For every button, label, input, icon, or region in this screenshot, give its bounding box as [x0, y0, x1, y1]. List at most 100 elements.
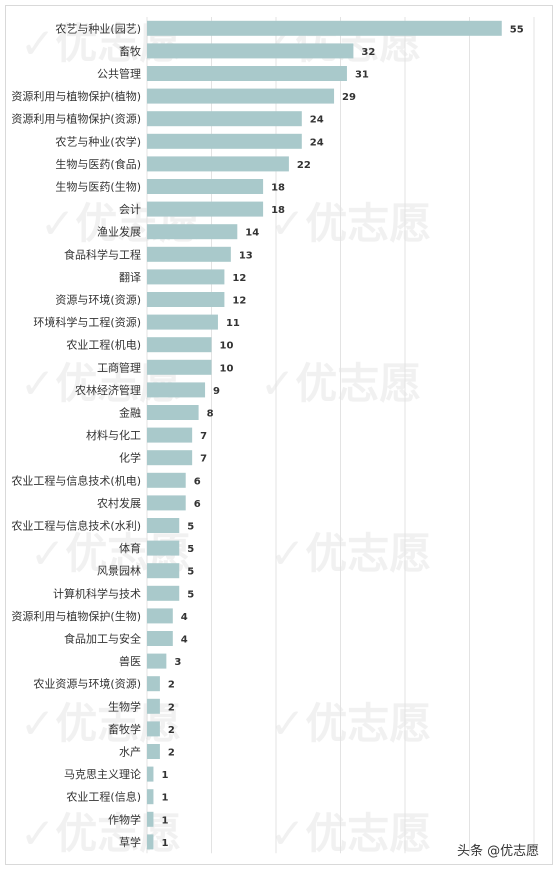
- value-label: 2: [168, 725, 175, 736]
- value-label: 2: [168, 702, 175, 713]
- value-label: 4: [181, 612, 188, 623]
- bar: [147, 66, 347, 81]
- value-label: 32: [361, 47, 375, 58]
- bar: [147, 585, 180, 601]
- category-label: 生物学: [108, 699, 141, 713]
- value-label: 1: [161, 838, 168, 849]
- category-label: 食品科学与工程: [64, 247, 141, 261]
- category-label: 畜牧: [119, 44, 141, 58]
- value-label: 2: [168, 680, 175, 691]
- value-label: 12: [232, 273, 246, 284]
- category-label: 资源与环境(资源): [55, 293, 141, 307]
- category-label: 水产: [119, 745, 141, 759]
- category-label: 农业工程与信息技术(水利): [11, 519, 141, 533]
- category-label: 金融: [119, 406, 141, 420]
- bar: [147, 811, 154, 827]
- value-label: 18: [271, 205, 285, 216]
- bar: [147, 472, 186, 488]
- category-label: 草学: [119, 835, 141, 849]
- category-label: 材料与化工: [86, 428, 141, 442]
- category-label: 畜牧学: [108, 722, 141, 736]
- value-label: 1: [161, 793, 168, 804]
- value-label: 5: [187, 589, 194, 600]
- category-label: 作物学: [108, 812, 141, 826]
- category-label: 生物与医药(食品): [55, 157, 141, 171]
- bar: [147, 88, 335, 104]
- bar: [147, 495, 186, 511]
- category-label: 风景园林: [97, 564, 141, 578]
- category-label: 农林经济管理: [75, 383, 141, 397]
- bars: [147, 20, 502, 850]
- bar: [147, 766, 154, 782]
- category-label: 农业资源与环境(资源): [33, 677, 141, 691]
- category-label: 农业工程与信息技术(机电): [11, 473, 141, 487]
- category-label: 公共管理: [97, 67, 141, 81]
- bar: [147, 608, 173, 624]
- value-label: 11: [226, 318, 240, 329]
- category-label: 环境科学与工程(资源): [33, 315, 141, 329]
- category-label: 农业工程(机电): [66, 338, 141, 352]
- value-label: 5: [187, 522, 194, 533]
- credit-text: 头条 @优志愿: [457, 844, 540, 859]
- category-label: 渔业发展: [97, 225, 141, 239]
- bar: [147, 744, 160, 759]
- value-label: 22: [297, 160, 311, 171]
- bar: [147, 201, 264, 217]
- value-label: 29: [342, 92, 356, 103]
- category-label: 食品加工与安全: [64, 632, 141, 646]
- category-label: 生物与医药(生物): [55, 180, 141, 194]
- bar: [147, 359, 212, 375]
- value-label: 4: [181, 635, 188, 646]
- value-label: 24: [310, 137, 324, 148]
- value-label: 7: [200, 431, 207, 442]
- bar: [147, 314, 218, 330]
- value-label: 6: [194, 499, 201, 510]
- value-label: 1: [161, 770, 168, 781]
- value-label: 5: [187, 544, 194, 555]
- bar: [147, 721, 160, 737]
- bar: [147, 20, 502, 36]
- value-label: 12: [232, 296, 246, 307]
- value-label: 3: [174, 657, 181, 668]
- value-label: 13: [239, 250, 253, 261]
- category-label: 翻译: [119, 270, 141, 284]
- bar: [147, 179, 264, 194]
- bar: [147, 382, 206, 398]
- category-label: 农艺与种业(农学): [55, 134, 141, 148]
- bar: [147, 518, 180, 533]
- value-label: 7: [200, 454, 207, 465]
- value-label: 31: [355, 70, 369, 81]
- category-label: 体育: [119, 541, 141, 555]
- value-label: 8: [207, 409, 214, 420]
- value-label: 14: [245, 228, 259, 239]
- bar: [147, 292, 225, 307]
- category-label: 工商管理: [97, 360, 141, 374]
- category-label: 资源利用与植物保护(资源): [11, 112, 141, 126]
- bar: [147, 246, 231, 262]
- bar: [147, 269, 225, 285]
- value-label: 18: [271, 183, 285, 194]
- value-label: 24: [310, 115, 324, 126]
- category-label: 资源利用与植物保护(生物): [11, 609, 141, 623]
- bar: [147, 834, 154, 850]
- category-label: 兽医: [119, 654, 141, 668]
- category-label: 计算机科学与技术: [53, 586, 141, 600]
- category-label: 农业工程(信息): [66, 790, 141, 804]
- value-label: 9: [213, 386, 220, 397]
- category-label: 马克思主义理论: [64, 767, 141, 781]
- bar: [147, 698, 160, 714]
- bar: [147, 631, 173, 646]
- value-label: 55: [510, 24, 524, 35]
- value-label: 10: [220, 363, 234, 374]
- category-label: 农艺与种业(园艺): [55, 21, 141, 35]
- bar: [147, 156, 289, 172]
- value-label: 1: [161, 815, 168, 826]
- bar: [147, 133, 302, 149]
- bar: [147, 427, 193, 443]
- bar: [147, 337, 212, 353]
- value-labels: 5532312924242218181413121211101098776655…: [161, 24, 523, 849]
- value-label: 2: [168, 748, 175, 759]
- category-label: 化学: [119, 451, 141, 465]
